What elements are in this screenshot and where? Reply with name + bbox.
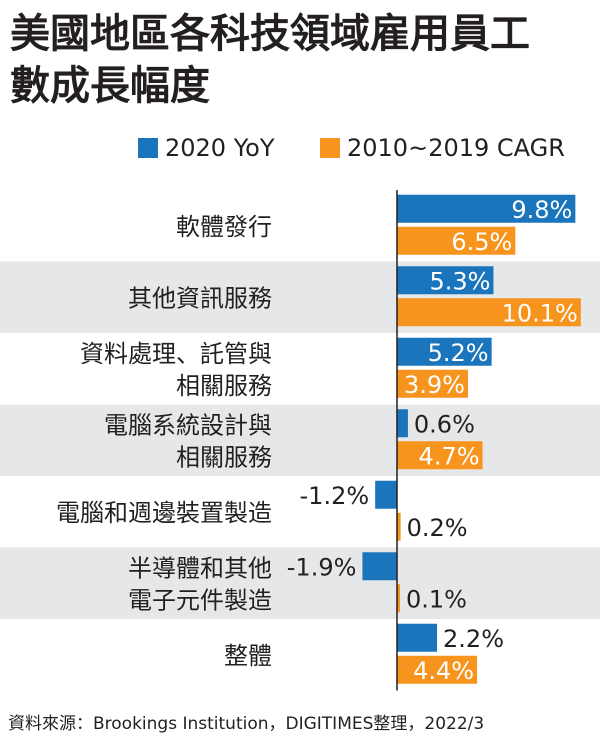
bar-cagr-2010-2019	[397, 369, 468, 398]
value-label-yoy-2020: -1.9%	[287, 553, 357, 581]
row-band	[0, 404, 600, 476]
category-label: 整體	[224, 642, 272, 670]
value-label-cagr-2010-2019: 10.1%	[502, 299, 578, 327]
category-label: 軟體發行	[176, 213, 272, 241]
category-label: 資料處理、託管與	[80, 340, 272, 368]
bar-cagr-2010-2019	[397, 441, 483, 470]
value-labels: 9.8% 6.5% 5.3% 10.1% 5.2% 3.9% 0.6% 4.7% -1.2% 0.…	[287, 196, 578, 685]
value-label-cagr-2010-2019: 0.1%	[406, 585, 467, 613]
bar-yoy-2020	[397, 623, 438, 652]
bar-yoy-2020	[397, 266, 494, 295]
legend-label-0: 2020 YoY	[165, 134, 275, 162]
legend-swatch-0	[138, 138, 158, 158]
category-label: 相關服務	[176, 443, 272, 471]
chart-title: 美國地區各科技領域雇用員工 數成長幅度	[10, 8, 590, 112]
value-label-yoy-2020: 0.6%	[414, 410, 475, 438]
bar-cagr-2010-2019	[397, 584, 400, 613]
value-label-cagr-2010-2019: 6.5%	[451, 228, 512, 256]
value-label-cagr-2010-2019: 0.2%	[407, 514, 468, 542]
value-label-cagr-2010-2019: 4.7%	[419, 442, 480, 470]
row-band	[0, 547, 600, 619]
value-label-yoy-2020: -1.2%	[300, 482, 370, 510]
category-label: 相關服務	[176, 372, 272, 400]
bar-yoy-2020	[362, 552, 397, 581]
bar-cagr-2010-2019	[397, 512, 401, 541]
legend-label-1: 2010~2019 CAGR	[347, 134, 565, 162]
category-label: 其他資訊服務	[128, 284, 272, 312]
value-label-yoy-2020: 2.2%	[443, 625, 504, 653]
row-bands	[0, 261, 600, 619]
value-label-yoy-2020: 9.8%	[511, 196, 572, 224]
bar-cagr-2010-2019	[397, 655, 478, 684]
category-label: 半導體和其他	[128, 554, 272, 582]
bar-yoy-2020	[375, 480, 397, 509]
value-label-cagr-2010-2019: 4.4%	[413, 657, 474, 685]
value-label-yoy-2020: 5.3%	[429, 267, 490, 295]
value-label-cagr-2010-2019: 3.9%	[404, 371, 465, 399]
chart-title-line-1: 美國地區各科技領域雇用員工	[10, 11, 530, 57]
bars	[362, 194, 581, 684]
category-label: 電子元件製造	[128, 586, 272, 614]
category-label: 電腦系統設計與	[104, 411, 272, 439]
category-labels: 軟體發行其他資訊服務資料處理、託管與相關服務電腦系統設計與相關服務電腦和週邊裝置…	[56, 213, 272, 670]
bar-yoy-2020	[397, 194, 576, 223]
category-label: 電腦和週邊裝置製造	[56, 499, 272, 527]
bar-cagr-2010-2019	[397, 226, 516, 255]
bar-yoy-2020	[397, 337, 492, 366]
legend-swatch-1	[320, 138, 340, 158]
bar-cagr-2010-2019	[397, 298, 581, 327]
source-note: 資料來源：Brookings Institution，DIGITIMES整理，2…	[8, 714, 485, 734]
chart-title-line-2: 數成長幅度	[10, 63, 210, 109]
bar-yoy-2020	[397, 409, 408, 438]
legend: 2020 YoY 2010~2019 CAGR	[138, 134, 565, 162]
value-label-yoy-2020: 5.2%	[428, 339, 489, 367]
